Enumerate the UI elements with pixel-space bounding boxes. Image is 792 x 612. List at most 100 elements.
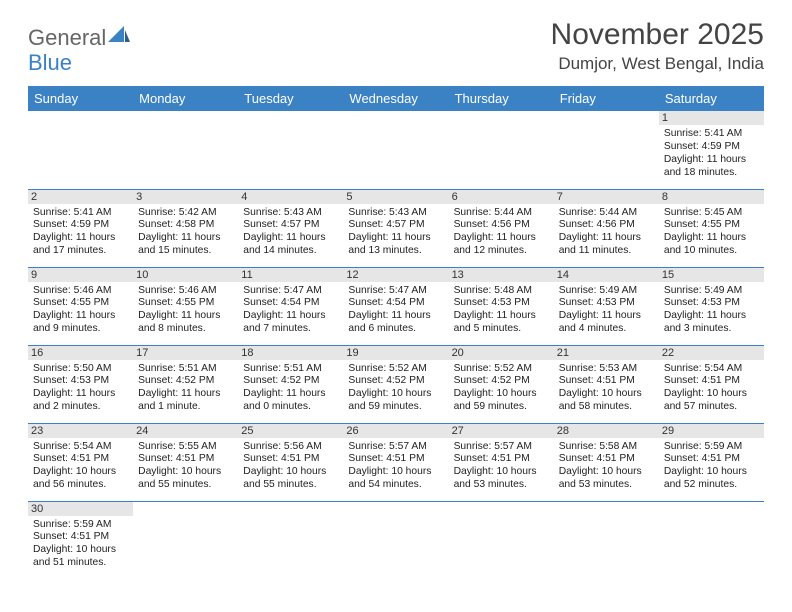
day-number: 23 [28,424,133,438]
day-number: 30 [28,502,133,516]
calendar-cell [554,501,659,579]
calendar-cell: 21Sunrise: 5:53 AMSunset: 4:51 PMDayligh… [554,345,659,423]
day-number: 24 [133,424,238,438]
calendar-cell: 30 Sunrise: 5:59 AMSunset: 4:51 PMDayligh… [28,501,133,579]
calendar-cell [238,111,343,189]
day-detail: Sunrise: 5:49 AMSunset: 4:53 PMDaylight:… [664,285,759,336]
logo-text-blue: Blue [28,50,72,76]
calendar-cell: 22Sunrise: 5:54 AMSunset: 4:51 PMDayligh… [659,345,764,423]
logo: General [28,24,130,52]
day-number: 19 [343,346,448,360]
day-detail: Sunrise: 5:57 AMSunset: 4:51 PMDaylight:… [348,441,443,492]
day-detail: Sunrise: 5:47 AMSunset: 4:54 PMDaylight:… [243,285,338,336]
day-detail: Sunrise: 5:43 AMSunset: 4:57 PMDaylight:… [243,207,338,258]
day-detail: Sunrise: 5:43 AMSunset: 4:57 PMDaylight:… [348,207,443,258]
calendar-cell: 9 Sunrise: 5:46 AMSunset: 4:55 PMDaylight… [28,267,133,345]
calendar-row: 16Sunrise: 5:50 AMSunset: 4:53 PMDayligh… [28,345,764,423]
calendar-cell [554,111,659,189]
header: General November 2025 Dumjor, West Benga… [0,0,792,82]
calendar-cell: 25 Sunrise: 5:56 AMSunset: 4:51 PMDayligh… [238,423,343,501]
month-title: November 2025 [551,18,764,52]
calendar-cell [133,111,238,189]
day-number: 14 [554,268,659,282]
day-detail: Sunrise: 5:59 AMSunset: 4:51 PMDaylight:… [33,519,128,570]
calendar-row: 1Sunrise: 5:41 AMSunset: 4:59 PMDaylight… [28,111,764,189]
calendar-row: 23 Sunrise: 5:54 AMSunset: 4:51 PMDayligh… [28,423,764,501]
calendar-cell: 23 Sunrise: 5:54 AMSunset: 4:51 PMDayligh… [28,423,133,501]
day-number: 5 [343,190,448,204]
day-number: 16 [28,346,133,360]
day-number: 3 [133,190,238,204]
calendar-cell: 17Sunrise: 5:51 AMSunset: 4:52 PMDayligh… [133,345,238,423]
calendar-cell: 3 Sunrise: 5:42 AMSunset: 4:58 PMDaylight… [133,189,238,267]
calendar-cell: 15 Sunrise: 5:49 AMSunset: 4:53 PMDayligh… [659,267,764,345]
calendar-cell [659,501,764,579]
day-detail: Sunrise: 5:49 AMSunset: 4:53 PMDaylight:… [559,285,654,336]
day-detail: Sunrise: 5:51 AMSunset: 4:52 PMDaylight:… [243,363,338,414]
calendar-cell [449,111,554,189]
weekday-header: Sunday [28,86,133,111]
day-detail: Sunrise: 5:59 AMSunset: 4:51 PMDaylight:… [664,441,759,492]
day-detail: Sunrise: 5:42 AMSunset: 4:58 PMDaylight:… [138,207,233,258]
day-number: 17 [133,346,238,360]
calendar: SundayMondayTuesdayWednesdayThursdayFrid… [28,86,764,579]
day-detail: Sunrise: 5:46 AMSunset: 4:55 PMDaylight:… [33,285,128,336]
calendar-cell: 18Sunrise: 5:51 AMSunset: 4:52 PMDayligh… [238,345,343,423]
weekday-header: Thursday [449,86,554,111]
day-detail: Sunrise: 5:44 AMSunset: 4:56 PMDaylight:… [559,207,654,258]
calendar-cell [449,501,554,579]
calendar-cell: 29 Sunrise: 5:59 AMSunset: 4:51 PMDayligh… [659,423,764,501]
day-number: 27 [449,424,554,438]
day-number: 7 [554,190,659,204]
calendar-row: 9 Sunrise: 5:46 AMSunset: 4:55 PMDaylight… [28,267,764,345]
calendar-cell: 5 Sunrise: 5:43 AMSunset: 4:57 PMDaylight… [343,189,448,267]
calendar-cell: 27 Sunrise: 5:57 AMSunset: 4:51 PMDayligh… [449,423,554,501]
day-detail: Sunrise: 5:47 AMSunset: 4:54 PMDaylight:… [348,285,443,336]
logo-sail-icon [108,24,130,50]
calendar-cell: 4Sunrise: 5:43 AMSunset: 4:57 PMDaylight… [238,189,343,267]
day-number: 10 [133,268,238,282]
day-detail: Sunrise: 5:41 AMSunset: 4:59 PMDaylight:… [33,207,128,258]
calendar-cell [343,501,448,579]
weekday-header: Saturday [659,86,764,111]
day-number: 8 [659,190,764,204]
calendar-cell: 13Sunrise: 5:48 AMSunset: 4:53 PMDayligh… [449,267,554,345]
day-number: 26 [343,424,448,438]
day-detail: Sunrise: 5:54 AMSunset: 4:51 PMDaylight:… [664,363,759,414]
calendar-cell [343,111,448,189]
weekday-header: Tuesday [238,86,343,111]
calendar-cell: 7 Sunrise: 5:44 AMSunset: 4:56 PMDaylight… [554,189,659,267]
day-detail: Sunrise: 5:56 AMSunset: 4:51 PMDaylight:… [243,441,338,492]
calendar-cell: 6Sunrise: 5:44 AMSunset: 4:56 PMDaylight… [449,189,554,267]
calendar-cell [133,501,238,579]
calendar-cell [238,501,343,579]
weekday-header: Monday [133,86,238,111]
calendar-cell: 1Sunrise: 5:41 AMSunset: 4:59 PMDaylight… [659,111,764,189]
day-number: 9 [28,268,133,282]
calendar-cell: 24Sunrise: 5:55 AMSunset: 4:51 PMDayligh… [133,423,238,501]
day-detail: Sunrise: 5:46 AMSunset: 4:55 PMDaylight:… [138,285,233,336]
day-number: 11 [238,268,343,282]
calendar-cell: 16Sunrise: 5:50 AMSunset: 4:53 PMDayligh… [28,345,133,423]
day-detail: Sunrise: 5:44 AMSunset: 4:56 PMDaylight:… [454,207,549,258]
weekday-header: Friday [554,86,659,111]
day-detail: Sunrise: 5:54 AMSunset: 4:51 PMDaylight:… [33,441,128,492]
calendar-cell: 14 Sunrise: 5:49 AMSunset: 4:53 PMDayligh… [554,267,659,345]
day-detail: Sunrise: 5:57 AMSunset: 4:51 PMDaylight:… [454,441,549,492]
calendar-cell: 20Sunrise: 5:52 AMSunset: 4:52 PMDayligh… [449,345,554,423]
day-number: 12 [343,268,448,282]
calendar-body: 1Sunrise: 5:41 AMSunset: 4:59 PMDaylight… [28,111,764,579]
calendar-cell [28,111,133,189]
calendar-cell: 28Sunrise: 5:58 AMSunset: 4:51 PMDayligh… [554,423,659,501]
day-number: 25 [238,424,343,438]
day-number: 29 [659,424,764,438]
calendar-cell: 26 Sunrise: 5:57 AMSunset: 4:51 PMDayligh… [343,423,448,501]
calendar-cell: 11 Sunrise: 5:47 AMSunset: 4:54 PMDayligh… [238,267,343,345]
day-detail: Sunrise: 5:52 AMSunset: 4:52 PMDaylight:… [348,363,443,414]
day-detail: Sunrise: 5:41 AMSunset: 4:59 PMDaylight:… [664,128,759,179]
day-number: 15 [659,268,764,282]
day-number: 2 [28,190,133,204]
calendar-header-row: SundayMondayTuesdayWednesdayThursdayFrid… [28,86,764,111]
day-number: 21 [554,346,659,360]
title-block: November 2025 Dumjor, West Bengal, India [551,18,764,74]
